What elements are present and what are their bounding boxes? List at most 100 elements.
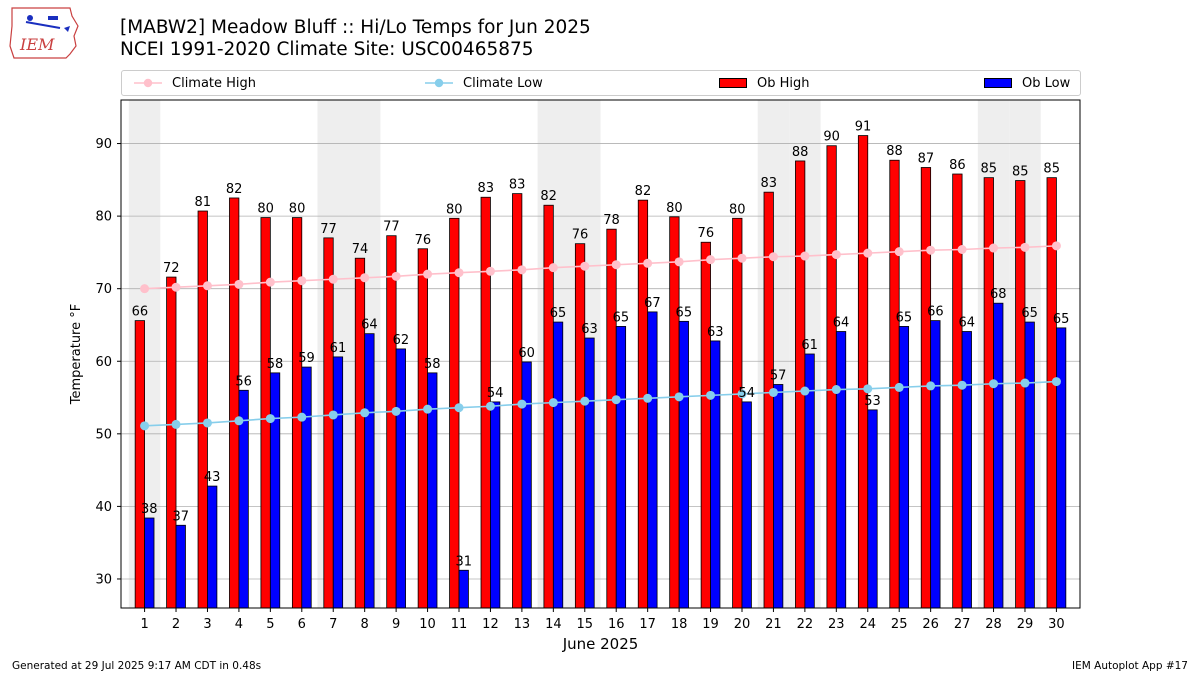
ob-low-bar — [741, 401, 752, 609]
climate-high-point — [423, 269, 433, 279]
ob-low-bar — [835, 331, 847, 609]
climate-low-point — [1020, 378, 1030, 388]
x-tick-label: 12 — [482, 617, 499, 632]
ob-low-bar — [207, 485, 218, 609]
ob-low-value-label: 54 — [738, 386, 755, 401]
ob-high-bar — [323, 237, 334, 609]
x-tick-label: 8 — [361, 617, 369, 632]
legend-ob-high-swatch — [719, 78, 747, 88]
y-axis-label: Temperature °F — [69, 304, 84, 405]
y-tick-label: 90 — [95, 137, 112, 152]
climate-high-point — [360, 273, 370, 283]
ob-high-bar — [229, 197, 240, 609]
climate-low-point — [926, 381, 936, 391]
ob-high-bar — [354, 257, 366, 609]
legend-climate-high-label: Climate High — [172, 75, 257, 91]
climate-high-point — [234, 279, 244, 289]
ob-high-value-label: 85 — [1012, 165, 1029, 180]
climate-high-point — [580, 261, 590, 271]
x-tick-label: 19 — [702, 617, 719, 632]
ob-high-bar — [732, 217, 743, 609]
ob-low-value-label: 61 — [801, 338, 818, 353]
ob-low-value-label: 63 — [707, 325, 724, 340]
climate-high-point — [831, 250, 841, 260]
ob-low-value-label: 58 — [424, 357, 441, 372]
ob-high-value-label: 74 — [352, 242, 369, 257]
climate-low-point — [454, 403, 464, 413]
ob-low-bar — [993, 302, 1004, 609]
climate-low-point — [768, 387, 778, 397]
ob-low-bar — [175, 524, 186, 609]
x-tick-label: 3 — [203, 617, 211, 632]
ob-low-bar — [458, 569, 469, 609]
climate-low-point — [391, 406, 401, 416]
ob-low-bar — [898, 326, 910, 609]
ob-high-bar — [952, 173, 963, 609]
ob-high-bar — [260, 217, 271, 609]
y-tick-label: 40 — [95, 500, 112, 515]
ob-high-value-label: 80 — [666, 201, 683, 216]
ob-low-value-label: 65 — [1021, 306, 1038, 321]
ob-low-bar — [144, 517, 155, 609]
ob-low-bar — [1056, 327, 1067, 609]
ob-high-bar — [669, 216, 680, 609]
climate-low-point — [360, 408, 370, 418]
ob-low-value-label: 64 — [959, 316, 976, 331]
ob-low-value-label: 68 — [990, 287, 1007, 302]
ob-low-value-label: 60 — [518, 346, 535, 361]
climate-high-point — [768, 252, 778, 262]
climate-high-point — [674, 257, 684, 267]
ob-low-value-label: 66 — [927, 305, 944, 320]
ob-high-value-label: 86 — [949, 158, 966, 173]
ob-high-bar — [574, 243, 586, 609]
ob-low-value-label: 65 — [676, 305, 693, 320]
ob-low-value-label: 59 — [298, 351, 315, 366]
ob-low-bar — [490, 401, 501, 609]
climate-low-point — [894, 382, 904, 392]
climate-high-point — [517, 265, 527, 275]
x-tick-label: 18 — [671, 617, 688, 632]
ob-high-value-label: 78 — [603, 213, 620, 228]
iem-logo: IEM — [9, 7, 79, 59]
climate-low-point — [423, 404, 433, 414]
legend: Climate High Climate Low Ob High Ob Low — [121, 70, 1081, 96]
climate-low-point — [957, 380, 967, 390]
climate-low-line — [144, 380, 1057, 427]
ob-high-value-label: 76 — [415, 233, 432, 248]
ob-low-bar — [332, 356, 344, 609]
chart-title: [MABW2] Meadow Bluff :: Hi/Lo Temps for … — [120, 17, 591, 61]
ob-low-value-label: 57 — [770, 368, 787, 383]
ob-high-value-label: 80 — [257, 202, 274, 217]
ob-low-value-label: 65 — [896, 310, 913, 325]
climate-high-point — [328, 274, 338, 284]
ob-low-bar — [615, 326, 627, 609]
climate-high-point — [737, 253, 747, 263]
ob-low-bar — [1024, 321, 1035, 609]
climate-low-point — [643, 393, 653, 403]
climate-high-point — [454, 268, 464, 278]
climate-low-point — [580, 396, 590, 406]
climate-low-point — [202, 418, 212, 428]
x-tick-label: 26 — [922, 617, 939, 632]
x-tick-label: 1 — [140, 617, 148, 632]
ob-high-value-label: 77 — [383, 220, 400, 235]
ob-high-bar — [983, 177, 994, 609]
x-tick-label: 25 — [891, 617, 908, 632]
ob-high-bar — [826, 145, 837, 609]
ob-high-value-label: 77 — [320, 222, 337, 237]
climate-high-point — [548, 263, 558, 273]
ob-low-value-label: 65 — [1053, 312, 1070, 327]
climate-low-point — [485, 401, 495, 411]
generated-note: Generated at 29 Jul 2025 9:17 AM CDT in … — [12, 660, 262, 672]
legend-ob-high: Ob High — [719, 74, 810, 92]
climate-low-point — [328, 410, 338, 420]
ob-high-value-label: 82 — [226, 182, 243, 197]
climate-high-point — [643, 258, 653, 268]
ob-high-value-label: 80 — [446, 202, 463, 217]
x-tick-label: 14 — [545, 617, 562, 632]
legend-ob-low: Ob Low — [984, 74, 1070, 92]
ob-low-value-label: 64 — [833, 316, 850, 331]
x-tick-label: 9 — [392, 617, 400, 632]
logo-text: IEM — [19, 35, 55, 54]
